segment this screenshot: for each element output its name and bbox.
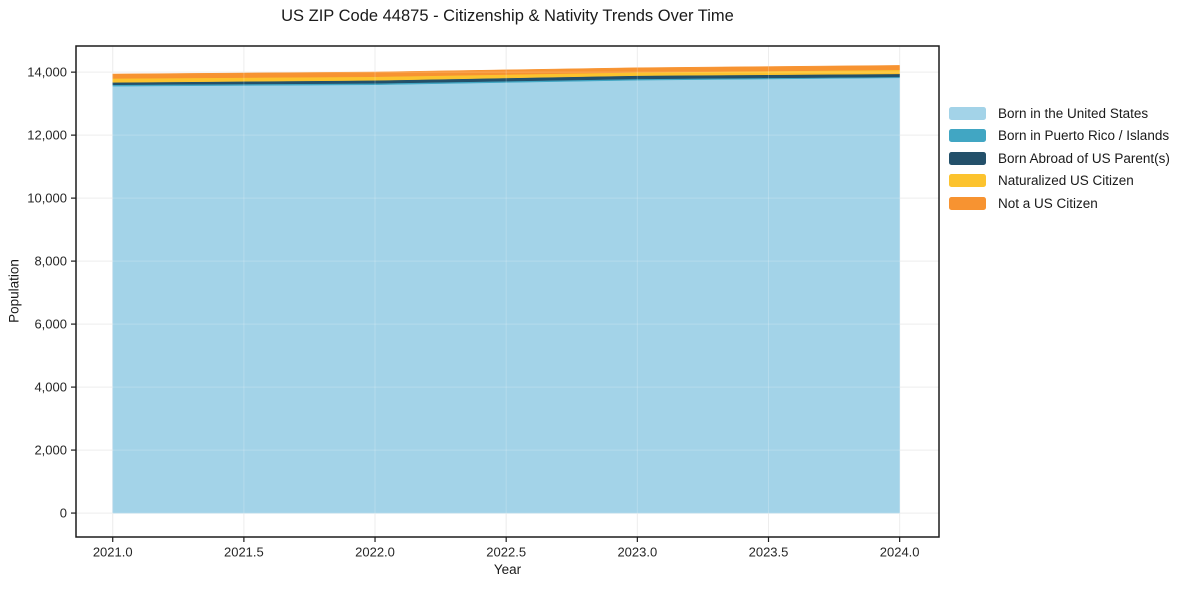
legend-item-born-pr: Born in Puerto Rico / Islands xyxy=(949,125,1170,148)
legend-swatch-born-abroad xyxy=(949,151,986,165)
y-tick-label: 0 xyxy=(60,506,67,521)
x-axis-label: Year xyxy=(493,562,522,577)
x-tick-label: 2021.5 xyxy=(224,545,264,560)
x-tick-label: 2024.0 xyxy=(880,545,920,560)
legend-label: Born Abroad of US Parent(s) xyxy=(998,150,1170,166)
y-tick-label: 14,000 xyxy=(27,65,67,80)
legend-item-not-citizen: Not a US Citizen xyxy=(949,192,1170,215)
legend: Born in the United States Born in Puerto … xyxy=(949,102,1170,215)
y-tick-label: 6,000 xyxy=(34,317,67,332)
x-tick-label: 2023.0 xyxy=(617,545,657,560)
y-tick-label: 4,000 xyxy=(34,380,67,395)
legend-item-born-us: Born in the United States xyxy=(949,102,1170,125)
legend-item-naturalized: Naturalized US Citizen xyxy=(949,170,1170,193)
legend-label: Born in the United States xyxy=(998,105,1149,121)
legend-item-born-abroad: Born Abroad of US Parent(s) xyxy=(949,147,1170,170)
y-tick-label: 12,000 xyxy=(27,128,67,143)
legend-swatch-naturalized xyxy=(949,174,986,188)
legend-swatch-born-pr xyxy=(949,129,986,143)
y-tick-label: 2,000 xyxy=(34,443,67,458)
x-tick-label: 2023.5 xyxy=(749,545,789,560)
y-tick-label: 10,000 xyxy=(27,191,67,206)
legend-swatch-not-citizen xyxy=(949,196,986,210)
legend-label: Naturalized US Citizen xyxy=(998,173,1134,189)
x-tick-label: 2022.5 xyxy=(486,545,526,560)
y-tick-label: 8,000 xyxy=(34,254,67,269)
x-tick-label: 2022.0 xyxy=(355,545,395,560)
legend-label: Born in Puerto Rico / Islands xyxy=(998,128,1170,144)
legend-swatch-born-us xyxy=(949,106,986,120)
y-axis-label: Population xyxy=(6,259,22,323)
x-tick-label: 2021.0 xyxy=(93,545,133,560)
area-not-citizen xyxy=(112,65,900,79)
plot-border xyxy=(75,45,940,538)
legend-label: Not a US Citizen xyxy=(998,195,1098,211)
chart-title: US ZIP Code 44875 - Citizenship & Nativi… xyxy=(281,7,734,25)
